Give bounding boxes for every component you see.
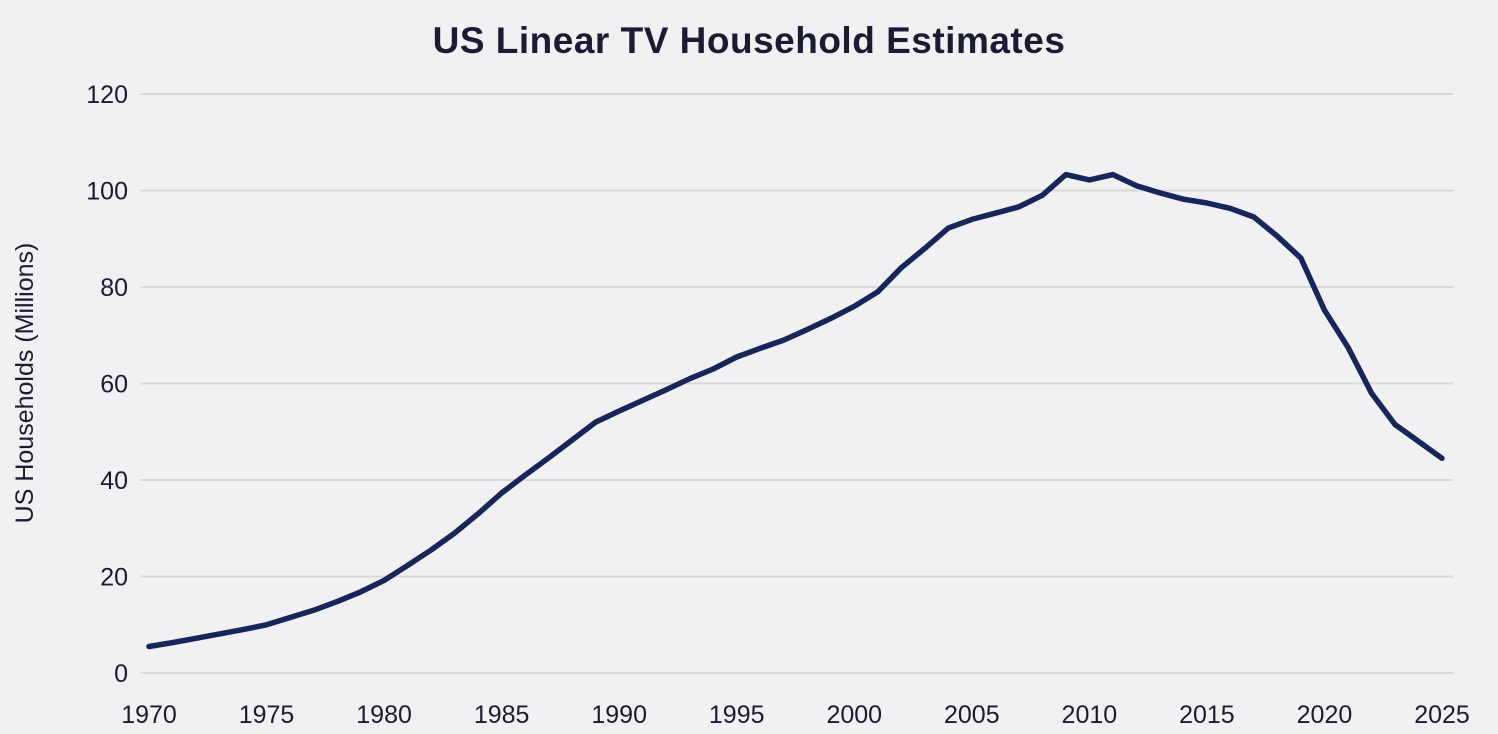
y-axis-tick-labels: 0 20 40 60 80 100 120 xyxy=(86,81,128,688)
x-tick-label: 1995 xyxy=(709,701,765,729)
y-tick-label: 80 xyxy=(100,274,128,302)
y-tick-label: 120 xyxy=(86,81,128,109)
y-tick-label: 100 xyxy=(86,178,128,206)
x-tick-label: 2000 xyxy=(826,701,882,729)
x-tick-label: 1980 xyxy=(356,701,412,729)
gridlines xyxy=(140,93,1453,674)
y-tick-label: 40 xyxy=(100,467,128,495)
y-tick-label: 20 xyxy=(100,564,128,592)
x-tick-label: 2015 xyxy=(1179,701,1235,729)
x-tick-label: 1990 xyxy=(591,701,647,729)
y-tick-label: 0 xyxy=(114,660,128,688)
x-tick-label: 1975 xyxy=(239,701,295,729)
x-tick-label: 2025 xyxy=(1414,701,1470,729)
x-tick-label: 2005 xyxy=(944,701,1000,729)
x-axis-tick-labels: 1970 1975 1980 1985 1990 1995 2000 2005 2010 2015… xyxy=(121,701,1470,729)
chart-title: US Linear TV Household Estimates xyxy=(432,20,1066,61)
y-axis-title: US Households (Millions) xyxy=(11,243,39,524)
x-tick-label: 1985 xyxy=(474,701,530,729)
y-tick-label: 60 xyxy=(100,371,128,399)
x-tick-label: 1970 xyxy=(121,701,177,729)
x-tick-label: 2020 xyxy=(1297,701,1353,729)
x-tick-label: 2010 xyxy=(1062,701,1118,729)
data-line-us-linear-tv-households xyxy=(146,171,1445,650)
